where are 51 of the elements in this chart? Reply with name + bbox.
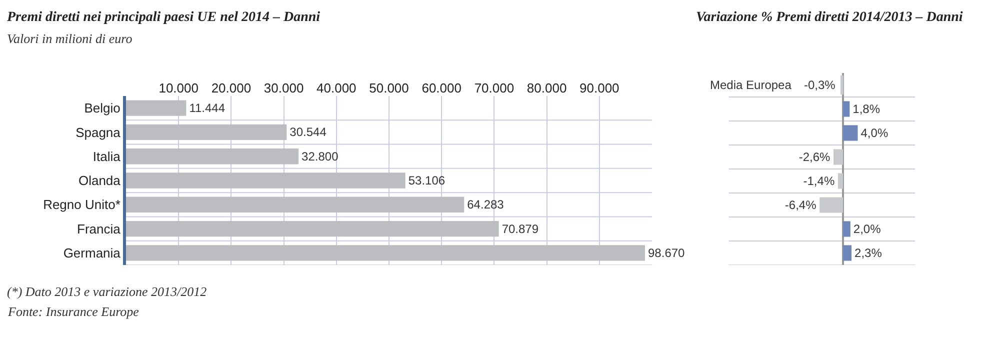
y-tick-label: Italia — [92, 148, 122, 164]
bar — [126, 245, 645, 261]
x-tick-label: 80.000 — [526, 80, 567, 96]
source-note: Fonte: Insurance Europe — [7, 304, 140, 319]
chart-title: Premi diretti nei principali paesi UE nel 2014 – Danni — [7, 10, 320, 25]
x-tick-label: 90.000 — [580, 80, 620, 96]
data-label: -6,4% — [784, 198, 817, 212]
bar — [126, 124, 287, 140]
data-label: 30.544 — [290, 125, 327, 140]
data-label: 2,3% — [854, 246, 882, 260]
chart-subtitle: Valori in milioni di euro — [7, 31, 133, 46]
x-tick-label: 10.000 — [158, 80, 198, 96]
x-tick-label: 20.000 — [211, 80, 252, 96]
y-tick-label: Germania — [63, 245, 122, 260]
text: (*) Dato 2013 e variazione 2013/2012 — [7, 284, 208, 299]
data-label: 32.800 — [302, 149, 339, 164]
data-label: 64.283 — [467, 198, 504, 212]
ref-line-label: -0,3% — [804, 78, 836, 92]
y-tick-label: Regno Unito* — [43, 197, 120, 212]
bar — [126, 220, 499, 237]
bar — [820, 197, 844, 213]
y-tick-label: Spagna — [76, 124, 122, 140]
bar — [126, 196, 464, 212]
y-tick-label: Belgio — [84, 100, 120, 116]
data-label: 11.444 — [189, 101, 226, 116]
bar — [126, 148, 299, 164]
data-label: -1,4% — [803, 174, 835, 188]
data-label: 70.879 — [502, 222, 539, 236]
data-label: 1,8% — [852, 102, 880, 116]
x-tick-label: 50.000 — [369, 80, 409, 96]
bar — [126, 172, 406, 188]
bar — [843, 221, 850, 237]
x-tick-label: 40.000 — [316, 80, 356, 96]
bar — [126, 100, 186, 116]
bar — [838, 173, 844, 189]
bar — [834, 149, 844, 165]
bar — [843, 245, 852, 261]
y-tick-label: Francia — [77, 221, 122, 236]
data-label: -2,6% — [798, 150, 831, 164]
data-label: 2,0% — [853, 222, 882, 236]
bar — [843, 125, 858, 141]
chart-title: Variazione % Premi diretti 2014/2013 – Danni — [696, 10, 963, 25]
bar — [843, 101, 850, 117]
text: Media Europea — [710, 78, 792, 92]
data-label: 53.106 — [408, 174, 446, 188]
x-tick-label: 60.000 — [422, 80, 462, 96]
data-label: 98.670 — [648, 246, 686, 260]
y-tick-label: Olanda — [78, 173, 122, 188]
x-tick-label: 70.000 — [474, 80, 514, 96]
data-label: 4,0% — [860, 126, 888, 140]
x-tick-label: 30.000 — [264, 80, 304, 96]
